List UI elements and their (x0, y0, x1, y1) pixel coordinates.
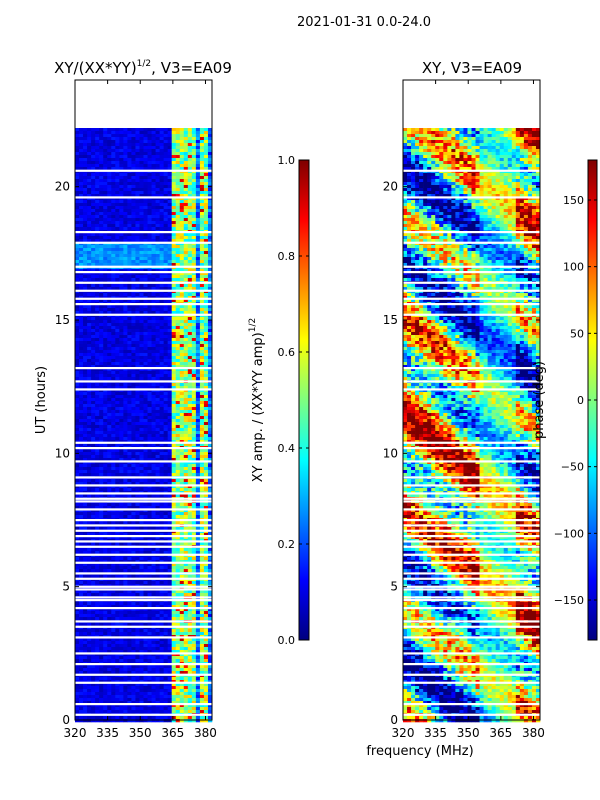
x-tick-label: 320 (64, 726, 87, 740)
frequency-xlabel: frequency (MHz) (366, 744, 473, 759)
y-tick-label: 20 (55, 180, 70, 194)
colorbar-tick-label: 150 (563, 194, 584, 207)
x-tick-label: 350 (129, 726, 152, 740)
colorbar-tick-label: 0.2 (278, 538, 296, 551)
colorbar-tick-label: 100 (563, 261, 584, 274)
colorbar-tick-label: 0.4 (278, 442, 296, 455)
amplitude-axis-ticks: 320 335 350 365 380 0 5 10 15 20 (55, 80, 217, 740)
colorbar-gradient (588, 160, 597, 640)
colorbar-tick-label: −150 (554, 594, 584, 607)
amplitude-colorbar: 0.0 0.2 0.4 0.6 0.8 1.0 XY amp. / (XX*YY amp)… (248, 154, 310, 647)
y-tick-label: 5 (62, 580, 70, 594)
amplitude-ylabel: UT (hours) (34, 366, 49, 434)
colorbar-tick-label: 0.8 (278, 250, 296, 263)
colorbar-gradient (299, 160, 309, 640)
phase-panel: XY, V3=EA09 320 335 350 365 380 0 5 10 15 20 freq… (366, 59, 545, 759)
x-tick-label: 380 (194, 726, 217, 740)
x-tick-label: 380 (522, 726, 545, 740)
x-tick-label: 335 (96, 726, 119, 740)
phase-title: XY, V3=EA09 (422, 59, 522, 77)
y-tick-label: 20 (383, 180, 398, 194)
phase-plot-frame (402, 79, 541, 721)
amplitude-title: XY/(XX*YY)1/2, V3=EA09 (54, 59, 232, 77)
colorbar-tick-label: 0.0 (278, 634, 296, 647)
x-tick-label: 350 (457, 726, 480, 740)
x-tick-label: 365 (161, 726, 184, 740)
y-tick-label: 10 (383, 446, 398, 460)
y-tick-label: 10 (55, 446, 70, 460)
y-tick-label: 0 (390, 713, 398, 727)
colorbar-tick-label: −100 (554, 527, 584, 540)
figure-suptitle: 2021-01-31 0.0-24.0 (297, 15, 431, 30)
y-tick-label: 0 (62, 713, 70, 727)
x-tick-label: 365 (489, 726, 512, 740)
colorbar-tick-label: 0 (577, 394, 584, 407)
colorbar-tick-label: 1.0 (278, 154, 296, 167)
phase-colorbar-label: phase (deg) (532, 361, 547, 439)
y-tick-label: 15 (383, 313, 398, 327)
phase-axis-ticks: 320 335 350 365 380 0 5 10 15 20 (383, 80, 545, 740)
phase-heatmap (403, 128, 541, 723)
x-tick-label: 320 (392, 726, 415, 740)
amplitude-colorbar-label: XY amp. / (XX*YY amp)1/2 (248, 318, 266, 482)
phase-colorbar: −150 −100 −50 0 50 100 150 phase (deg) (532, 159, 598, 641)
amplitude-heatmap (75, 128, 213, 723)
colorbar-tick-label: 50 (570, 327, 584, 340)
colorbar-tick-label: −50 (561, 461, 584, 474)
x-tick-label: 335 (424, 726, 447, 740)
amplitude-plot-frame (74, 79, 213, 721)
y-tick-label: 15 (55, 313, 70, 327)
y-tick-label: 5 (390, 580, 398, 594)
amplitude-colorbar-frame (298, 159, 310, 641)
amplitude-panel: XY/(XX*YY)1/2, V3=EA09 320 335 350 365 380 0 5… (34, 59, 232, 740)
colorbar-tick-label: 0.6 (278, 346, 296, 359)
